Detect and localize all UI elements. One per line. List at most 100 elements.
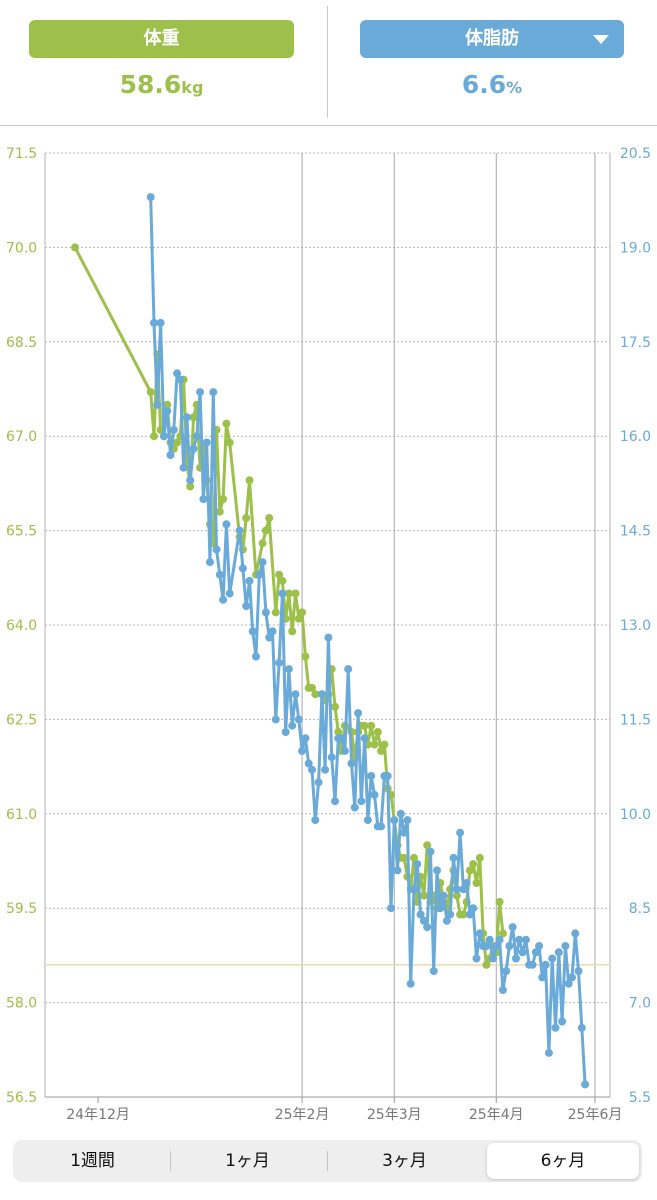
weight-data-point — [482, 960, 491, 969]
weight-data-point — [225, 438, 234, 447]
x-tick-label: 24年12月 — [66, 1107, 130, 1123]
weight-tab-button[interactable]: 体重 — [29, 20, 294, 58]
weight-data-point — [288, 627, 297, 636]
body-fat-data-point — [225, 589, 234, 598]
chevron-down-icon — [593, 35, 609, 44]
weight-data-point — [419, 891, 428, 900]
weight-data-point — [271, 608, 280, 617]
left-y-tick-label: 58.0 — [6, 996, 37, 1012]
body-fat-data-point — [396, 809, 405, 818]
weight-data-point — [465, 866, 474, 875]
right-y-tick-label: 16.0 — [620, 429, 651, 445]
period-1-month-button[interactable]: 1ヶ月 — [225, 1151, 270, 1171]
body-fat-data-point — [551, 1023, 560, 1032]
body-fat-data-point — [413, 860, 422, 869]
body-fat-data-point — [439, 891, 448, 900]
body-fat-data-point — [541, 960, 550, 969]
weight-data-point — [189, 413, 198, 422]
body-fat-data-point — [469, 904, 478, 913]
right-y-tick-label: 19.0 — [620, 240, 651, 256]
body-fat-data-point — [294, 715, 303, 724]
body-fat-data-point — [377, 822, 386, 831]
body-fat-data-point — [196, 388, 205, 397]
body-fat-data-point — [390, 816, 399, 825]
body-fat-data-point — [456, 828, 465, 837]
weight-data-point — [498, 929, 507, 938]
body-fat-data-point — [531, 948, 540, 957]
weight-data-point — [258, 539, 267, 548]
body-fat-data-point — [321, 765, 330, 774]
body-fat-data-point — [544, 1048, 553, 1057]
body-fat-dropdown-button[interactable]: 体脂肪 — [360, 20, 624, 58]
weight-data-point — [242, 514, 251, 522]
body-fat-data-point — [222, 520, 231, 529]
body-fat-data-point — [308, 765, 316, 774]
body-fat-data-point — [515, 935, 524, 944]
weight-unit: kg — [181, 78, 204, 97]
weight-data-point — [298, 608, 307, 617]
right-y-tick-label: 17.5 — [620, 335, 651, 351]
body-fat-data-point — [548, 954, 557, 963]
body-fat-data-point — [508, 923, 517, 932]
left-y-tick-label: 56.5 — [6, 1090, 37, 1106]
body-fat-unit: % — [506, 78, 523, 97]
weight-data-point — [331, 702, 339, 711]
body-fat-data-point — [182, 413, 191, 422]
body-fat-data-point — [459, 885, 468, 894]
weight-data-point — [311, 690, 320, 699]
weight-data-point — [278, 576, 287, 585]
body-fat-data-point — [577, 1023, 586, 1032]
chart-series — [71, 193, 590, 1089]
left-y-tick-label: 62.5 — [6, 712, 37, 728]
body-fat-data-point — [387, 904, 395, 913]
segment-divider — [327, 1151, 328, 1171]
weight-data-point — [377, 746, 386, 755]
weight-data-point — [459, 910, 468, 919]
body-fat-data-point — [518, 948, 527, 957]
weight-data-point — [146, 388, 155, 397]
body-fat-data-point — [288, 721, 297, 730]
weight-data-point — [284, 589, 293, 598]
x-tick-label: 25年3月 — [367, 1107, 422, 1123]
body-fat-data-point — [179, 463, 188, 472]
body-fat-data-point — [436, 904, 445, 913]
body-fat-data-point — [462, 879, 471, 887]
body-fat-data-point — [327, 753, 336, 762]
left-y-tick-label: 70.0 — [6, 240, 37, 256]
body-fat-data-point — [485, 935, 494, 944]
weight-data-point — [215, 507, 224, 516]
right-y-tick-label: 5.5 — [629, 1090, 651, 1106]
body-fat-data-point — [498, 986, 507, 994]
period-3-months-button[interactable]: 3ヶ月 — [382, 1151, 427, 1171]
weight-series-line — [73, 245, 505, 967]
body-fat-data-point — [574, 967, 583, 976]
body-fat-data-point — [360, 734, 369, 743]
body-fat-data-point — [344, 665, 353, 674]
body-fat-data-point — [482, 942, 491, 950]
body-fat-data-point — [331, 797, 339, 806]
period-6-months-button[interactable]: 6ヶ月 — [487, 1143, 639, 1179]
body-fat-data-point — [163, 407, 172, 415]
body-fat-data-point — [150, 318, 158, 327]
weight-data-point — [71, 243, 79, 252]
right-y-tick-label: 10.0 — [620, 807, 651, 823]
body-fat-data-point — [350, 803, 359, 812]
left-y-tick-label: 67.0 — [6, 429, 37, 445]
weight-data-point — [186, 482, 195, 491]
body-fat-data-point — [284, 665, 293, 674]
body-fat-data-point — [433, 866, 441, 875]
body-fat-data-point — [475, 929, 484, 938]
weight-data-point — [495, 897, 504, 906]
left-y-tick-label: 61.0 — [6, 807, 37, 823]
period-1-week-button[interactable]: 1週間 — [70, 1151, 115, 1171]
x-tick-label: 25年4月 — [469, 1107, 524, 1123]
weight-data-point — [360, 721, 369, 730]
body-fat-data-point — [304, 759, 313, 768]
weight-data-point — [222, 419, 231, 428]
body-fat-data-point — [452, 885, 461, 894]
body-fat-data-point — [367, 772, 376, 780]
body-fat-data-point — [400, 828, 409, 837]
body-fat-data-point — [169, 425, 178, 434]
body-fat-data-point — [554, 948, 563, 957]
body-fat-data-point — [538, 973, 547, 982]
